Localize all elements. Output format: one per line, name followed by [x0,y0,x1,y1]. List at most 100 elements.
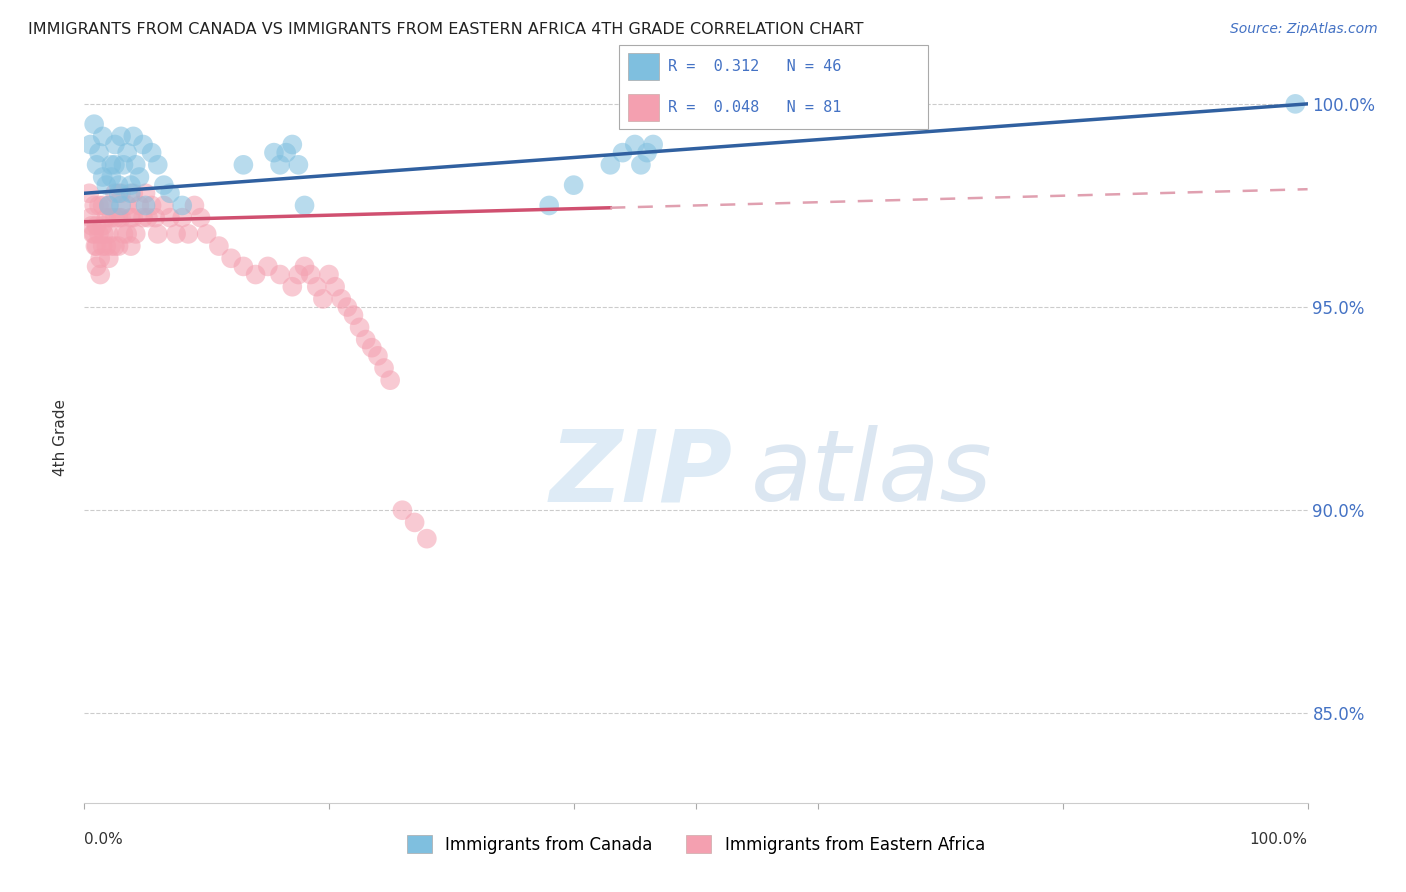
Point [110,198,132,212]
Text: ZIP: ZIP [550,425,733,522]
Point [107,178,129,193]
Point [643,137,665,152]
Point [104,158,127,172]
Point [538,198,561,212]
Point [110,186,132,201]
Point [416,532,439,546]
Point [97,252,120,266]
Point [125,158,148,172]
Point [342,308,364,322]
Point [87,198,110,212]
Point [97,198,120,212]
Point [96,211,118,225]
Point [79,211,101,225]
Point [263,145,285,160]
Text: Source: ZipAtlas.com: Source: ZipAtlas.com [1230,22,1378,37]
Point [153,178,176,193]
Point [82,227,104,241]
Point [630,158,652,172]
Text: R =  0.312   N = 46: R = 0.312 N = 46 [668,59,842,74]
Point [305,279,328,293]
Point [599,158,621,172]
Point [96,239,118,253]
Point [128,169,150,184]
Point [146,158,169,172]
Text: R =  0.048   N = 81: R = 0.048 N = 81 [668,100,842,115]
Point [135,186,157,201]
Point [294,260,316,274]
Point [373,361,395,376]
Point [135,198,157,212]
Point [165,227,187,241]
Point [91,239,114,253]
Point [367,349,389,363]
Point [153,198,176,212]
Point [100,169,122,184]
Point [107,186,129,201]
Point [269,268,291,282]
Point [91,198,114,212]
Point [330,292,353,306]
Point [146,227,169,241]
Point [104,137,127,152]
Point [132,211,155,225]
Point [80,219,103,233]
Point [312,292,335,306]
Point [125,227,148,241]
Point [86,219,108,233]
Point [87,145,110,160]
Point [636,145,658,160]
Point [100,158,122,172]
Point [120,239,142,253]
Point [83,198,105,212]
Point [190,211,212,225]
Point [360,341,382,355]
Point [122,186,145,201]
Point [87,227,110,241]
Legend: Immigrants from Canada, Immigrants from Eastern Africa: Immigrants from Canada, Immigrants from … [401,829,991,860]
Point [100,211,122,225]
Point [195,227,218,241]
Point [110,129,132,144]
Point [141,198,163,212]
Point [159,186,181,201]
Point [141,145,163,160]
Point [100,239,122,253]
Point [232,260,254,274]
Point [562,178,585,193]
Point [172,198,194,212]
Point [104,186,127,201]
Point [287,158,309,172]
Point [86,239,108,253]
Point [136,211,159,225]
Point [79,137,101,152]
Point [281,137,304,152]
Point [83,227,105,241]
Point [122,211,145,225]
Point [107,239,129,253]
Point [97,198,120,212]
FancyBboxPatch shape [628,94,659,120]
FancyBboxPatch shape [628,54,659,80]
Point [104,239,127,253]
Point [219,252,242,266]
Point [354,333,377,347]
Point [208,239,231,253]
Point [107,211,129,225]
Point [281,279,304,293]
Point [91,219,114,233]
Point [143,211,166,225]
Point [86,158,108,172]
Text: IMMIGRANTS FROM CANADA VS IMMIGRANTS FROM EASTERN AFRICA 4TH GRADE CORRELATION C: IMMIGRANTS FROM CANADA VS IMMIGRANTS FRO… [28,22,863,37]
Point [120,211,142,225]
Point [83,117,105,131]
Point [269,158,291,172]
Point [77,186,100,201]
Point [323,279,346,293]
Point [391,503,413,517]
Point [349,320,371,334]
Text: atlas: atlas [751,425,993,522]
Point [128,198,150,212]
Point [257,260,280,274]
Point [120,178,142,193]
